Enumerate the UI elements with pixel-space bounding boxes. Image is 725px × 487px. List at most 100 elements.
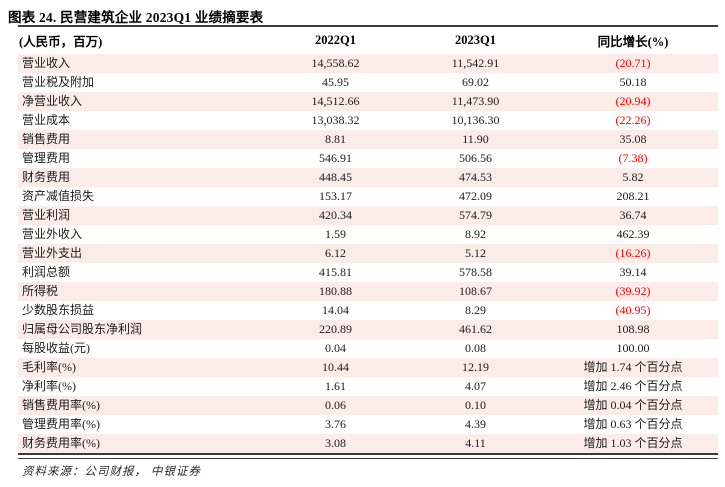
table-row: 销售费用 8.81 11.90 35.08 (18, 130, 718, 149)
header-yoy-growth: 同比增长(%) (597, 35, 669, 49)
value-2022q1: 420.34 (319, 208, 352, 222)
value-2022q1: 0.06 (325, 398, 346, 412)
value-2023q1: 506.56 (459, 151, 492, 165)
value-2022q1: 0.04 (325, 341, 346, 355)
table-row: 资产减值损失 153.17 472.09 208.21 (18, 187, 718, 206)
value-yoy: 增加 2.46 个百分点 (583, 379, 683, 393)
value-2023q1: 4.07 (465, 379, 486, 393)
bottom-divider (18, 453, 718, 459)
table-row: 毛利率(%) 10.44 12.19 增加 1.74 个百分点 (18, 358, 718, 377)
table-row: 财务费用 448.45 474.53 5.82 (18, 168, 718, 187)
value-2023q1: 8.92 (465, 227, 486, 241)
value-yoy: 35.08 (619, 132, 647, 146)
row-label: 利润总额 (22, 265, 71, 279)
value-yoy: (22.26) (615, 113, 651, 127)
value-2023q1: 108.67 (459, 284, 492, 298)
table-row: 营业收入 14,558.62 11,542.91 (20.71) (18, 54, 718, 73)
value-2023q1: 10,136.30 (451, 113, 500, 127)
row-label: 营业税及附加 (22, 75, 95, 89)
row-label: 毛利率(%) (22, 360, 76, 374)
value-2023q1: 474.53 (459, 170, 492, 184)
value-2023q1: 8.29 (465, 303, 486, 317)
value-yoy: 50.18 (619, 75, 647, 89)
value-2023q1: 574.79 (459, 208, 492, 222)
table-row: 管理费用率(%) 3.76 4.39 增加 0.63 个百分点 (18, 415, 718, 434)
row-label: 营业外支出 (22, 246, 83, 260)
row-label: 营业收入 (22, 56, 71, 70)
table-header-row: (人民币，百万) 2022Q1 2023Q1 同比增长(%) (18, 27, 718, 54)
row-label: 管理费用 (22, 151, 71, 165)
value-yoy: 增加 0.63 个百分点 (583, 417, 683, 431)
value-2022q1: 10.44 (322, 360, 349, 374)
table-row: 销售费用率(%) 0.06 0.10 增加 0.04 个百分点 (18, 396, 718, 415)
table-body: 营业收入 14,558.62 11,542.91 (20.71) 营业税及附加 45.95… (18, 54, 718, 453)
value-2023q1: 4.11 (465, 436, 486, 450)
value-2022q1: 13,038.32 (311, 113, 360, 127)
row-label: 净营业收入 (22, 94, 83, 108)
table-row: 每股收益(元) 0.04 0.08 100.00 (18, 339, 718, 358)
row-label: 少数股东损益 (22, 303, 95, 317)
value-yoy: 208.21 (616, 189, 650, 203)
value-2022q1: 448.45 (319, 170, 352, 184)
value-2022q1: 14,558.62 (311, 56, 360, 70)
row-label: 营业成本 (22, 113, 71, 127)
table-row: 营业外支出 6.12 5.12 (16.26) (18, 244, 718, 263)
value-yoy: 增加 1.03 个百分点 (583, 436, 683, 450)
value-yoy: 100.00 (616, 341, 650, 355)
row-label: 所得税 (22, 284, 59, 298)
row-label: 资产减值损失 (22, 189, 95, 203)
value-2022q1: 6.12 (325, 246, 346, 260)
value-2023q1: 12.19 (462, 360, 489, 374)
value-yoy: (7.38) (618, 151, 648, 165)
value-2022q1: 546.91 (319, 151, 352, 165)
table-row: 营业成本 13,038.32 10,136.30 (22.26) (18, 111, 718, 130)
value-2023q1: 11,542.91 (451, 56, 500, 70)
value-yoy: 增加 0.04 个百分点 (583, 398, 683, 412)
table-row: 净营业收入 14,512.66 11,473.90 (20.94) (18, 92, 718, 111)
value-yoy: 增加 1.74 个百分点 (583, 360, 683, 374)
value-yoy: 36.74 (619, 208, 647, 222)
table-row: 归属母公司股东净利润 220.89 461.62 108.98 (18, 320, 718, 339)
figure-title: 图表 24. 民营建筑企业 2023Q1 业绩摘要表 (8, 10, 264, 25)
row-label: 财务费用 (22, 170, 71, 184)
value-2023q1: 69.02 (462, 75, 489, 89)
value-2022q1: 220.89 (319, 322, 352, 336)
table-row: 净利率(%) 1.61 4.07 增加 2.46 个百分点 (18, 377, 718, 396)
table-row: 管理费用 546.91 506.56 (7.38) (18, 149, 718, 168)
value-2022q1: 415.81 (319, 265, 352, 279)
value-2022q1: 1.61 (325, 379, 346, 393)
row-label: 管理费用率(%) (22, 417, 100, 431)
header-2022q1: 2022Q1 (315, 33, 356, 47)
value-2023q1: 11.90 (462, 132, 489, 146)
row-label: 归属母公司股东净利润 (22, 322, 143, 336)
row-label: 营业外收入 (22, 227, 83, 241)
performance-summary-table: (人民币，百万) 2022Q1 2023Q1 同比增长(%) 营业收入 14,55… (18, 27, 718, 453)
value-2022q1: 45.95 (322, 75, 349, 89)
row-label: 净利率(%) (22, 379, 76, 393)
row-label: 每股收益(元) (22, 341, 90, 355)
value-2022q1: 1.59 (325, 227, 346, 241)
value-2023q1: 5.12 (465, 246, 486, 260)
value-yoy: 462.39 (616, 227, 650, 241)
table-row: 营业外收入 1.59 8.92 462.39 (18, 225, 718, 244)
title-divider (18, 25, 718, 27)
value-2022q1: 153.17 (319, 189, 352, 203)
value-2022q1: 3.08 (325, 436, 346, 450)
value-2023q1: 472.09 (459, 189, 492, 203)
value-yoy: (16.26) (615, 246, 651, 260)
value-yoy: (20.71) (615, 56, 651, 70)
header-currency-unit: (人民币，百万) (19, 35, 103, 49)
value-2023q1: 11,473.90 (451, 94, 500, 108)
value-yoy: 39.14 (619, 265, 647, 279)
value-2022q1: 3.76 (325, 417, 346, 431)
table-row: 营业税及附加 45.95 69.02 50.18 (18, 73, 718, 92)
value-2022q1: 180.88 (319, 284, 352, 298)
table-row: 利润总额 415.81 578.58 39.14 (18, 263, 718, 282)
value-yoy: 108.98 (616, 322, 650, 336)
value-2023q1: 0.10 (465, 398, 486, 412)
row-label: 财务费用率(%) (22, 436, 100, 450)
value-2023q1: 578.58 (459, 265, 492, 279)
value-2023q1: 4.39 (465, 417, 486, 431)
value-2022q1: 8.81 (325, 132, 346, 146)
